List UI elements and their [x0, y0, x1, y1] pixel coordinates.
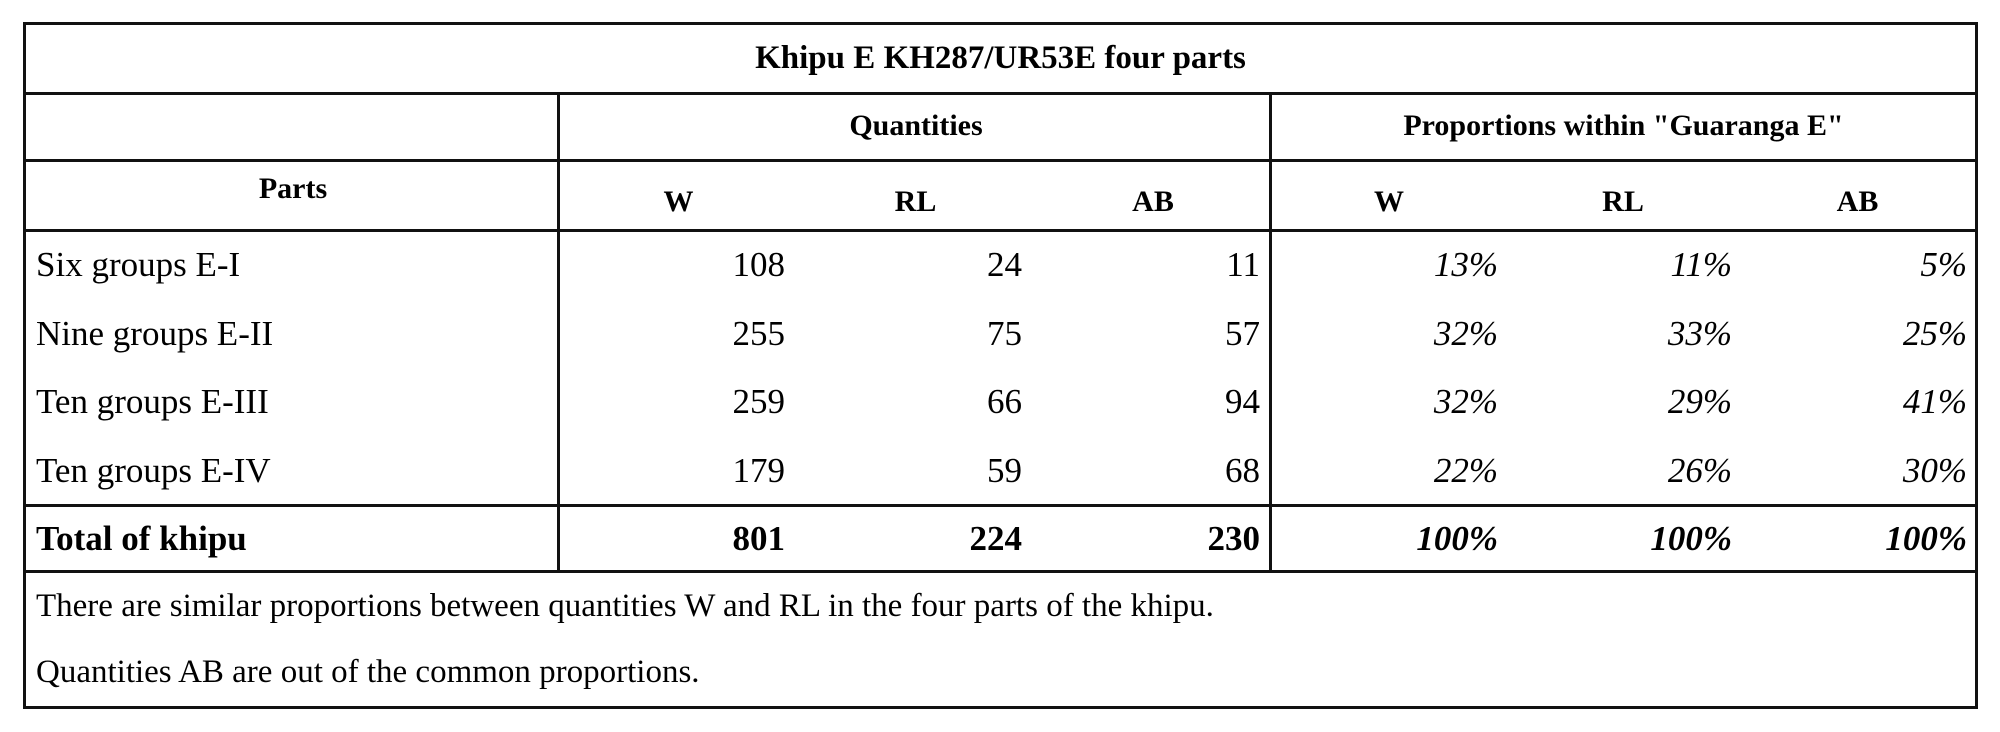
- notes: There are similar proportions between qu…: [26, 573, 1975, 706]
- note-line: There are similar proportions between qu…: [36, 587, 1214, 624]
- proportion-cell: 30%: [1902, 450, 1967, 490]
- header-prop-rl: RL: [1602, 185, 1644, 218]
- quantity-cell: 179: [732, 450, 786, 490]
- header-parts: Parts: [258, 172, 328, 205]
- proportion-cell: 11%: [1670, 245, 1732, 284]
- proportion-cell: 100%: [1885, 518, 1967, 558]
- note-line: Quantities AB are out of the common prop…: [36, 653, 700, 690]
- proportion-cell: 22%: [1433, 450, 1498, 490]
- quantity-cell: 224: [969, 518, 1023, 558]
- quantity-cell: 11: [1226, 245, 1260, 284]
- quantity-cell: 94: [1225, 382, 1260, 421]
- part-name: Ten groups E-III: [36, 382, 269, 421]
- header-qty-w: W: [663, 185, 694, 218]
- proportion-cell: 26%: [1667, 450, 1732, 490]
- header-quantities: Quantities: [849, 108, 983, 142]
- proportion-cell: 32%: [1433, 313, 1498, 353]
- quantity-cell: 24: [987, 245, 1022, 284]
- part-name: Ten groups E-IV: [36, 450, 271, 490]
- header-column-row: Parts W RL AB W RL AB: [26, 159, 1975, 232]
- quantity-cell: 66: [987, 382, 1022, 421]
- proportion-cell: 13%: [1433, 245, 1498, 284]
- quantity-cell: 801: [732, 518, 786, 558]
- total-divider: [26, 504, 1975, 507]
- part-name: Nine groups E-II: [36, 313, 274, 353]
- table-title: Khipu E KH287/UR53E four parts: [26, 25, 1975, 95]
- proportion-cell: 32%: [1433, 382, 1498, 421]
- proportion-cell: 29%: [1667, 382, 1732, 421]
- proportion-cell: 25%: [1902, 313, 1967, 353]
- quantity-cell: 57: [1225, 313, 1260, 353]
- proportion-cell: 100%: [1416, 518, 1498, 558]
- quantity-cell: 108: [732, 245, 786, 284]
- part-name: Total of khipu: [36, 518, 247, 558]
- quantity-cell: 259: [732, 382, 786, 421]
- header-qty-rl: RL: [894, 185, 937, 218]
- part-name: Six groups E-I: [36, 245, 241, 284]
- proportion-cell: 33%: [1667, 313, 1732, 353]
- quantity-cell: 75: [987, 313, 1022, 353]
- proportion-cell: 100%: [1650, 518, 1732, 558]
- khipu-table: Khipu E KH287/UR53E four parts Quantitie…: [23, 22, 1978, 709]
- proportion-cell: 5%: [1920, 245, 1967, 284]
- header-prop-w: W: [1374, 185, 1404, 218]
- header-prop-ab: AB: [1836, 185, 1879, 218]
- header-qty-ab: AB: [1132, 185, 1174, 218]
- proportion-cell: 41%: [1902, 382, 1967, 421]
- quantity-cell: 255: [732, 313, 786, 353]
- quantity-cell: 59: [987, 450, 1022, 490]
- header-group-row: Quantities Proportions within "Guaranga …: [26, 92, 1975, 162]
- quantity-cell: 230: [1207, 518, 1261, 558]
- column-divider: [1269, 92, 1272, 573]
- header-proportions: Proportions within "Guaranga E": [1403, 108, 1844, 142]
- quantity-cell: 68: [1225, 450, 1260, 490]
- column-divider: [557, 92, 560, 573]
- notes-divider: [26, 570, 1975, 573]
